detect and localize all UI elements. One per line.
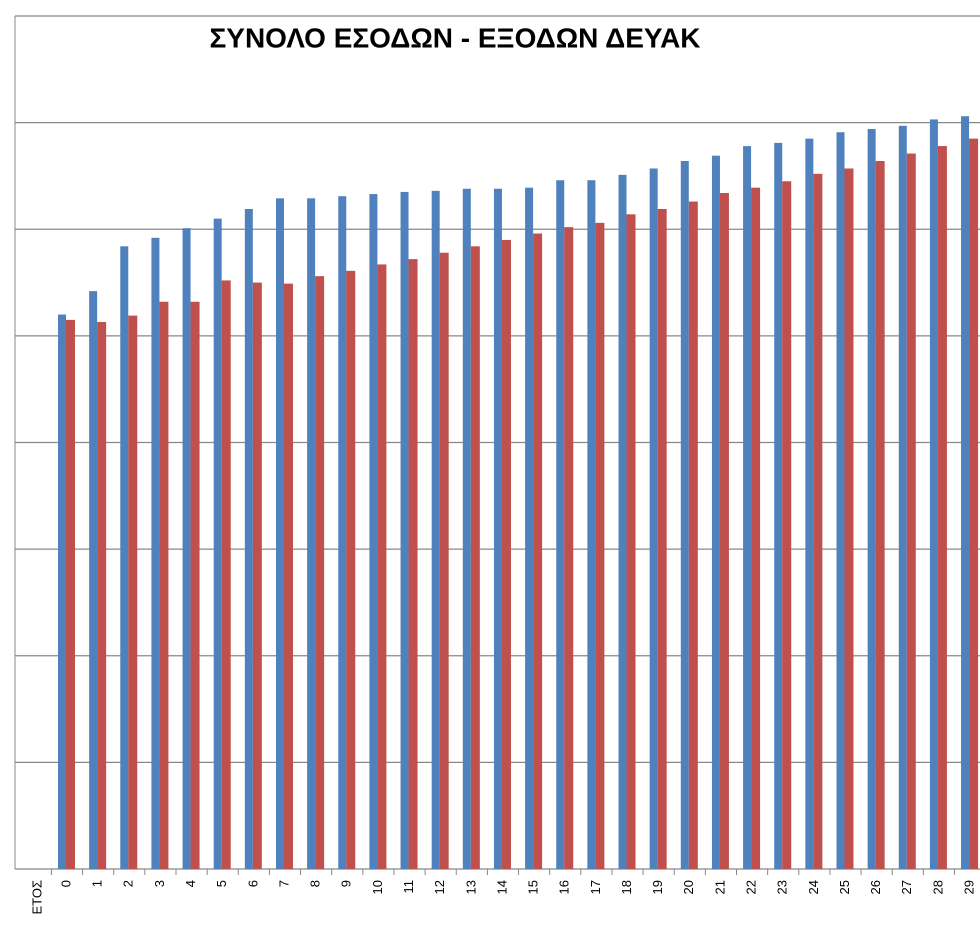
bar [221,280,231,869]
bar [813,173,823,869]
x-tick-label: 0 [58,880,73,887]
x-tick-label: 8 [308,880,323,887]
bar [182,228,191,870]
bar [711,155,720,869]
bar [719,192,729,869]
bar [400,191,409,869]
bar [805,138,814,869]
x-tick-label: 27 [899,880,914,894]
bar [836,132,845,869]
bar [743,146,752,869]
bar [867,129,876,869]
bar [626,214,636,869]
bar [501,239,511,870]
x-tick-label: 23 [775,880,790,894]
x-tick-label: 20 [681,880,696,894]
bar [338,196,347,870]
bar [315,276,325,869]
x-tick-label: 1 [90,880,105,887]
bar [564,227,574,869]
x-axis-label: ΕΤΟΣ [29,880,44,915]
bar [688,201,698,870]
bar [525,187,534,869]
bar [89,291,98,869]
x-tick-label: 13 [463,880,478,894]
bar [307,198,316,870]
bar [657,208,667,869]
x-tick-label: 14 [494,880,509,894]
bar [275,198,284,870]
bar [159,301,169,869]
bar [120,246,129,869]
bar [151,237,160,869]
chart-title: ΣΥΝΟΛΟ ΕΣΟΔΩΝ - ΕΞΟΔΩΝ ΔΕΥΑΚ [209,22,700,53]
bar [97,322,107,869]
x-tick-label: 22 [744,880,759,894]
bar [244,208,253,869]
bar [680,161,689,869]
x-tick-label: 21 [712,880,727,894]
bar [969,138,979,869]
bar [66,319,75,870]
bar [252,282,262,869]
bar [462,188,471,870]
x-tick-label: 5 [214,880,229,887]
bar [937,146,947,869]
x-tick-label: 17 [588,880,603,894]
bar [408,259,418,870]
bar [898,125,907,870]
x-tick-label: 9 [339,880,354,887]
x-tick-label: 26 [868,880,883,894]
x-tick-label: 4 [183,880,198,887]
x-tick-label: 7 [276,880,291,887]
x-tick-label: 6 [245,880,260,887]
bar [649,168,658,869]
x-tick-label: 16 [557,880,572,894]
x-tick-label: 2 [121,880,136,887]
bar [190,301,200,869]
x-tick-label: 24 [806,880,821,894]
bar [58,314,66,869]
bar [595,222,605,870]
x-tick-label: 12 [432,880,447,894]
bar [493,188,502,870]
bar [875,161,885,869]
bar [439,252,449,869]
bar [213,218,222,869]
bar [961,116,970,870]
x-tick-label: 18 [619,880,634,894]
bar [774,142,783,870]
bar [751,187,761,869]
x-tick-label: 3 [152,880,167,887]
bar [929,119,938,869]
bar [377,264,387,869]
x-tick-label: 29 [961,880,976,894]
bar [369,194,378,870]
bar [556,180,565,869]
bar [587,180,596,869]
x-tick-label: 10 [370,880,385,894]
bar [906,153,916,869]
x-tick-label: 11 [401,880,416,894]
bar [533,233,543,869]
bar [128,315,138,870]
bar [844,168,854,869]
bar [470,246,480,869]
bar [782,181,792,870]
x-tick-label: 15 [526,880,541,894]
bar [431,190,440,870]
bar [618,174,627,870]
bar [346,270,356,869]
x-tick-label: 19 [650,880,665,894]
x-tick-label: 28 [930,880,945,894]
x-tick-label: 25 [837,880,852,894]
bar [283,283,293,869]
